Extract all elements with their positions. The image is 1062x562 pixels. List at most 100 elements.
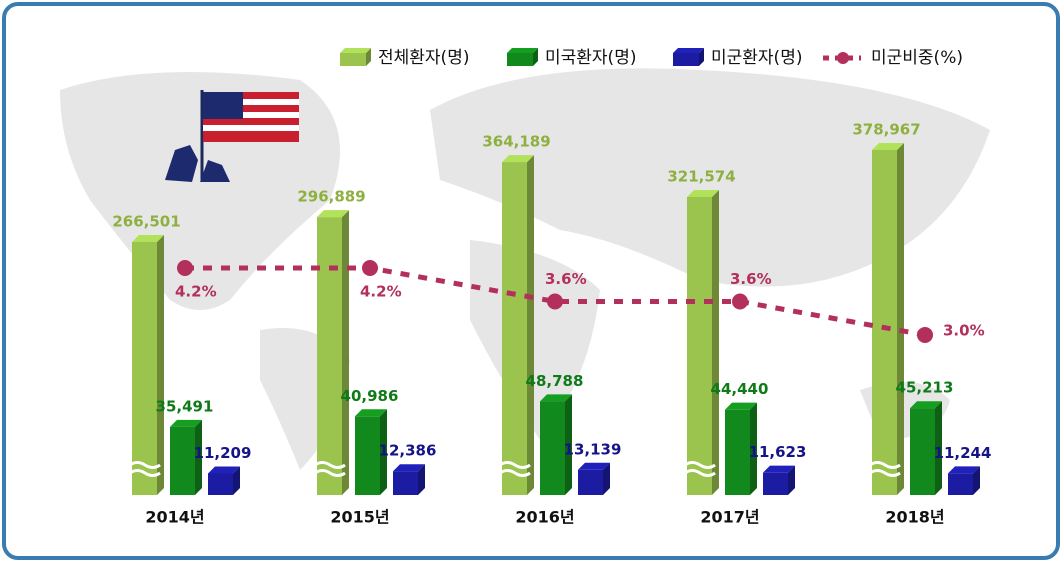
value-label: 35,491 — [156, 397, 214, 415]
legend-swatch — [340, 53, 366, 66]
legend-swatch — [837, 52, 849, 64]
legend-swatch — [673, 53, 699, 66]
axis-break — [499, 461, 531, 477]
line — [185, 265, 926, 338]
x-tick-label: 2018년 — [885, 508, 944, 527]
line-point — [177, 260, 193, 276]
bar — [948, 466, 980, 495]
bar-top — [687, 189, 719, 197]
bar — [129, 235, 164, 495]
bar-front — [502, 162, 527, 496]
bar — [314, 210, 349, 496]
bar-front — [578, 469, 603, 495]
value-label: 3.6% — [730, 270, 772, 288]
bar-front — [393, 471, 418, 495]
bar-front — [132, 242, 157, 495]
bar-top — [763, 465, 795, 473]
value-label: 3.6% — [545, 270, 587, 288]
bar-front — [170, 426, 195, 495]
bar-front — [355, 416, 380, 495]
bar-top — [725, 402, 757, 410]
bar — [355, 409, 387, 495]
value-label: 266,501 — [112, 213, 180, 231]
legend-swatch — [699, 48, 704, 66]
bar-front — [872, 150, 897, 495]
flag-icon — [165, 90, 299, 182]
bar-front — [687, 196, 712, 496]
legend-swatch — [673, 48, 704, 53]
line-point — [362, 260, 378, 276]
bar-side — [380, 409, 387, 495]
bar-front — [540, 401, 565, 495]
bar-side — [195, 419, 202, 495]
bar-front — [317, 217, 342, 496]
value-label: 321,574 — [667, 167, 735, 185]
x-tick-label: 2015년 — [330, 508, 389, 527]
line-point — [917, 326, 933, 343]
bar-side — [603, 462, 610, 495]
bar — [170, 419, 202, 495]
value-label: 3.0% — [943, 321, 985, 339]
bar-front — [948, 473, 973, 495]
value-label: 11,209 — [194, 444, 252, 462]
bar-top — [317, 210, 349, 218]
bar-side — [233, 466, 240, 495]
value-label: 48,788 — [526, 372, 584, 390]
legend-swatch — [507, 53, 533, 66]
bar-front — [910, 408, 935, 495]
legend-label: 미국환자(명) — [545, 48, 636, 68]
bar — [208, 466, 240, 495]
legend-swatch — [366, 48, 371, 66]
bar-top — [502, 155, 534, 163]
bar-top — [393, 464, 425, 472]
value-label: 11,623 — [749, 443, 807, 461]
bar — [684, 189, 719, 496]
value-label: 4.2% — [175, 283, 217, 301]
axis-break — [869, 461, 901, 477]
legend-item: 미군비중(%) — [823, 48, 963, 68]
line-point — [547, 293, 563, 310]
legend-swatch — [340, 48, 371, 53]
line-point — [732, 293, 748, 310]
value-label: 45,213 — [896, 379, 954, 397]
bar-side — [712, 189, 719, 496]
legend-item: 전체환자(명) — [340, 48, 469, 68]
legend-swatch — [507, 48, 538, 53]
bar — [763, 465, 795, 495]
axis-break — [314, 461, 346, 477]
bar — [725, 402, 757, 495]
legend-swatch — [533, 48, 538, 66]
bar — [540, 394, 572, 495]
bar-front — [208, 473, 233, 495]
bar-side — [788, 465, 795, 495]
bar-top — [132, 235, 164, 243]
value-label: 11,244 — [934, 444, 992, 462]
bar-top — [540, 394, 572, 402]
legend-label: 전체환자(명) — [378, 48, 469, 68]
legend-label: 미군환자(명) — [711, 48, 802, 68]
bar — [869, 143, 904, 495]
bar-top — [355, 409, 387, 417]
bar-side — [935, 401, 942, 495]
value-label: 13,139 — [564, 440, 622, 458]
x-tick-label: 2017년 — [700, 508, 759, 527]
bar-side — [973, 466, 980, 495]
value-label: 4.2% — [360, 283, 402, 301]
value-label: 378,967 — [852, 121, 920, 139]
value-label: 12,386 — [379, 442, 437, 460]
axis-break — [684, 461, 716, 477]
bar-front — [763, 472, 788, 495]
legend-item: 미국환자(명) — [507, 48, 636, 68]
bar-side — [342, 210, 349, 496]
bar-side — [418, 464, 425, 495]
bar-top — [578, 462, 610, 470]
x-tick-label: 2014년 — [145, 508, 204, 527]
value-label: 44,440 — [711, 380, 769, 398]
bar-top — [170, 419, 202, 427]
bar-front — [725, 409, 750, 495]
bar-side — [565, 394, 572, 495]
bar — [499, 155, 534, 496]
bar-top — [208, 466, 240, 474]
bar-top — [948, 466, 980, 474]
value-label: 40,986 — [341, 387, 399, 405]
